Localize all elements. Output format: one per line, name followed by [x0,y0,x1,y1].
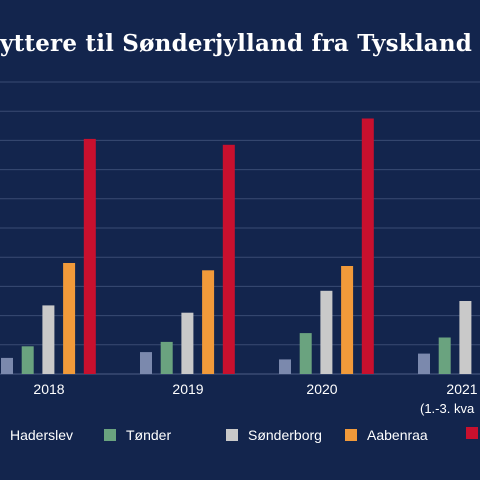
legend-swatch [466,427,478,439]
bar-aabenraa-2019 [202,270,215,374]
legend: Haderslev Tønder Sønderborg Aabenraa [0,427,480,449]
legend-item: Tønder [104,427,171,443]
bar-tønder-2018 [21,346,34,374]
bar-sønderborg-2018 [42,305,55,374]
legend-swatch [104,429,116,441]
bar-sønderborg-2020 [320,290,333,374]
bar-tønder-2021 [438,337,451,374]
bar-series-5-2020 [361,118,374,374]
x-tick-sublabel: (1.-3. kva [420,401,475,416]
bar-haderslev-2020 [279,359,291,374]
legend-label: Haderslev [10,427,74,443]
bar-haderslev-2019 [140,352,152,374]
bar-tønder-2020 [299,333,312,374]
legend-item: Haderslev [0,427,73,443]
x-tick-label: 2018 [33,381,64,397]
bar-haderslev-2021 [418,353,430,374]
x-tick-label: 2020 [306,381,337,397]
legend-label: Aabenraa [367,427,428,443]
legend-label: Tønder [126,427,172,443]
bar-series-5-2019 [222,144,235,374]
bar-aabenraa-2018 [63,263,76,374]
bar-aabenraa-2020 [341,266,354,374]
legend-swatch [345,429,357,441]
legend-item: Aabenraa [345,427,428,443]
bar-chart: 2018 2019 2020 2021 (1.-3. kva [0,81,480,416]
bar-tønder-2019 [160,341,173,374]
bar-haderslev-2018 [1,357,13,374]
legend-swatch [226,429,238,441]
bar-sønderborg-2019 [181,312,194,374]
x-tick-label: 2019 [172,381,203,397]
bar-series-5-2018 [83,138,96,374]
legend-label: Sønderborg [248,427,322,443]
legend-item: Sønderborg [226,427,322,443]
legend-item [466,427,480,439]
x-tick-label: 2021 [446,381,477,397]
bar-sønderborg-2021 [459,301,472,374]
chart-title: yttere til Sønderjylland fra Tyskland [0,30,473,57]
